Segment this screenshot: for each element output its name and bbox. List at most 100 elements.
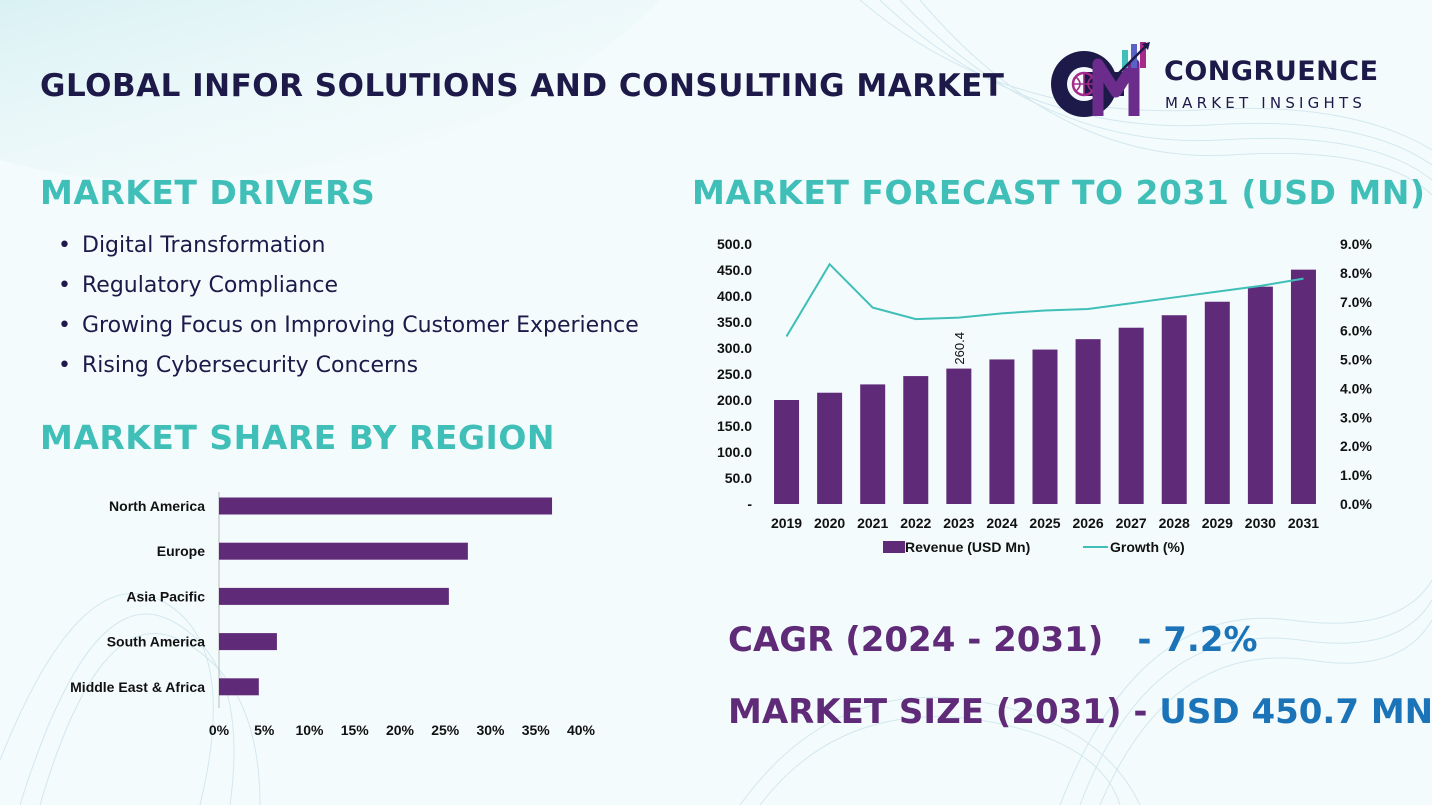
list-item: • Regulatory Compliance: [58, 273, 338, 298]
y-left-tick-label: 100.0: [717, 444, 752, 460]
x-tick-label: 2022: [900, 515, 931, 531]
forecast-chart-svg: - 50.0 100.0 150.0 200.0 250.0 300.0 350.0 400.0…: [717, 236, 1373, 555]
y-right-tick-label: 4.0%: [1340, 380, 1372, 396]
legend-growth-label: Growth (%): [1110, 539, 1185, 555]
y-right-tick-label: 5.0%: [1340, 352, 1372, 368]
market-size-label: MARKET SIZE (2031): [728, 692, 1122, 732]
x-tick-label: 2025: [1029, 515, 1060, 531]
category-label: South America: [107, 634, 205, 650]
x-tick-label: 2028: [1159, 515, 1190, 531]
region-chart: North America Europe Asia Pacific South Ame…: [40, 480, 620, 750]
drivers-list: • Digital Transformation • Regulatory Comp…: [58, 230, 639, 390]
revenue-bar: [1161, 315, 1187, 504]
revenue-bar: [946, 368, 972, 504]
logo-subtitle: MARKET INSIGHTS: [1165, 94, 1367, 112]
x-tick-label: 2020: [814, 515, 845, 531]
y-left-tick-label: 500.0: [717, 236, 752, 252]
y-left-tick-label: 200.0: [717, 392, 752, 408]
bar: [219, 587, 449, 605]
x-tick-label: 2026: [1072, 515, 1103, 531]
y-left-tick-label: 400.0: [717, 288, 752, 304]
y-right-tick-label: 0.0%: [1340, 496, 1372, 512]
bar: [219, 678, 259, 696]
x-tick-label: 2024: [986, 515, 1017, 531]
category-label: Asia Pacific: [126, 588, 205, 604]
logo: CONGRUENCE MARKET INSIGHTS: [1046, 42, 1396, 122]
bar: [219, 542, 468, 560]
x-tick-label: 2027: [1116, 515, 1147, 531]
y-right-tick-label: 2.0%: [1340, 438, 1372, 454]
x-tick-label: 20%: [386, 722, 415, 738]
y-right-tick-label: 7.0%: [1340, 294, 1372, 310]
x-tick-label: 15%: [341, 722, 370, 738]
bar: [219, 633, 277, 651]
revenue-bar: [817, 392, 843, 504]
cagr-stat: CAGR (2024 - 2031) - 7.2%: [728, 620, 1258, 660]
logo-name: CONGRUENCE: [1164, 56, 1379, 87]
revenue-bar: [1032, 349, 1058, 504]
y-right-tick-label: 3.0%: [1340, 409, 1372, 425]
revenue-bar: [1204, 301, 1230, 504]
revenue-bar: [903, 376, 929, 504]
y-left-tick-label: 250.0: [717, 366, 752, 382]
y-right-tick-label: 8.0%: [1340, 265, 1372, 281]
logo-mark-icon: [1051, 42, 1150, 117]
x-tick-label: 40%: [567, 722, 596, 738]
forecast-heading: MARKET FORECAST TO 2031 (USD MN): [692, 173, 1426, 212]
revenue-bar: [1118, 327, 1144, 504]
x-tick-label: 2019: [771, 515, 802, 531]
category-label: North America: [109, 498, 205, 514]
x-tick-label: 2021: [857, 515, 888, 531]
driver-label: Growing Focus on Improving Customer Expe…: [82, 313, 639, 338]
data-label: 260.4: [952, 332, 967, 365]
driver-label: Regulatory Compliance: [82, 273, 338, 298]
y-left-tick-label: 150.0: [717, 418, 752, 434]
forecast-chart: - 50.0 100.0 150.0 200.0 250.0 300.0 350.0 400.0…: [690, 230, 1410, 570]
x-tick-label: 2030: [1245, 515, 1276, 531]
drivers-heading: MARKET DRIVERS: [40, 173, 376, 212]
revenue-bar: [1075, 339, 1101, 504]
market-size-stat: MARKET SIZE (2031) - USD 450.7 MN: [728, 692, 1432, 732]
y-left-tick-label: 350.0: [717, 314, 752, 330]
category-label: Middle East & Africa: [70, 679, 205, 695]
x-tick-label: 25%: [431, 722, 460, 738]
driver-label: Digital Transformation: [82, 233, 326, 258]
revenue-bar: [774, 400, 800, 504]
x-tick-label: 2029: [1202, 515, 1233, 531]
driver-label: Rising Cybersecurity Concerns: [82, 353, 419, 378]
revenue-bar: [860, 384, 886, 504]
y-right-tick-label: 1.0%: [1340, 467, 1372, 483]
y-left-tick-label: 50.0: [725, 470, 752, 486]
page-title: GLOBAL INFOR SOLUTIONS AND CONSULTING MA…: [40, 68, 1005, 104]
x-tick-label: 10%: [295, 722, 324, 738]
x-tick-label: 2023: [943, 515, 974, 531]
list-item: • Rising Cybersecurity Concerns: [58, 353, 419, 378]
region-chart-svg: North America Europe Asia Pacific South Ame…: [70, 492, 596, 738]
bar: [219, 497, 553, 515]
x-tick-label: 30%: [476, 722, 505, 738]
category-label: Europe: [157, 543, 205, 559]
list-item: • Growing Focus on Improving Customer Exp…: [58, 313, 639, 338]
legend-revenue-label: Revenue (USD Mn): [905, 539, 1030, 555]
x-tick-label: 2031: [1288, 515, 1319, 531]
y-right-tick-label: 9.0%: [1340, 236, 1372, 252]
y-left-tick-label: -: [747, 496, 752, 512]
y-right-tick-label: 6.0%: [1340, 323, 1372, 339]
x-tick-label: 0%: [209, 722, 230, 738]
cagr-value: - 7.2%: [1137, 620, 1258, 660]
y-left-tick-label: 300.0: [717, 340, 752, 356]
x-tick-label: 5%: [254, 722, 275, 738]
list-item: • Digital Transformation: [58, 233, 326, 258]
legend-revenue-swatch: [883, 541, 905, 553]
revenue-bar: [1247, 286, 1273, 504]
region-heading: MARKET SHARE BY REGION: [40, 418, 555, 457]
growth-line: [785, 262, 1304, 337]
market-size-value: USD 450.7 MN: [1159, 692, 1432, 732]
market-size-separator: -: [1121, 692, 1160, 732]
y-left-tick-label: 450.0: [717, 262, 752, 278]
cagr-label: CAGR (2024 - 2031): [728, 620, 1104, 660]
x-tick-label: 35%: [522, 722, 551, 738]
revenue-bar: [1290, 269, 1316, 504]
